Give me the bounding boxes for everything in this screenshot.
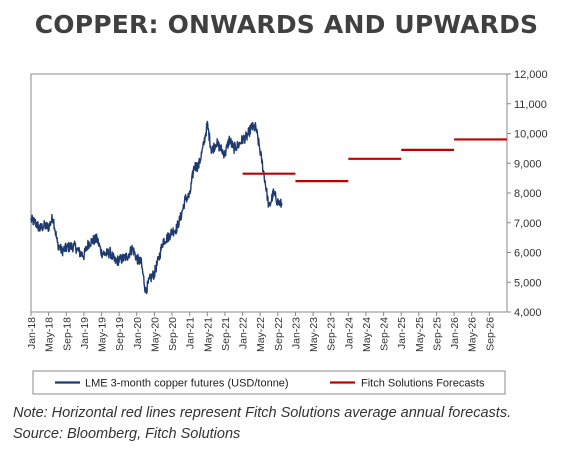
y-tick-label: 8,000 bbox=[514, 188, 542, 200]
legend-label-actual: LME 3-month copper futures (USD/tonne) bbox=[85, 378, 289, 390]
x-tick-label: May-26 bbox=[467, 317, 479, 352]
copper-price-line bbox=[30, 120, 283, 295]
x-tick-label: Jan-20 bbox=[132, 317, 144, 349]
chart-footnote: Note: Horizontal red lines represent Fit… bbox=[13, 403, 568, 445]
y-tick-label: 10,000 bbox=[514, 129, 548, 141]
x-tick-label: Sep-20 bbox=[167, 317, 179, 351]
series-group bbox=[30, 120, 507, 295]
x-tick-label: Jan-26 bbox=[449, 317, 461, 349]
x-tick-label: May-24 bbox=[361, 317, 373, 352]
y-tick-label: 12,000 bbox=[514, 69, 548, 81]
x-tick-label: May-18 bbox=[44, 317, 56, 352]
x-tick-label: Sep-19 bbox=[114, 317, 126, 351]
legend-box bbox=[32, 370, 506, 395]
y-tick-label: 9,000 bbox=[514, 158, 542, 170]
y-tick-label: 7,000 bbox=[514, 218, 542, 230]
y-axis: 4,000 5,000 6,000 7,000 8,000 9,000 10,000 11,0… bbox=[507, 69, 548, 319]
note-text: Note: Horizontal red lines represent Fit… bbox=[13, 405, 512, 421]
x-tick-label: May-20 bbox=[149, 317, 161, 352]
x-tick-label: May-22 bbox=[255, 317, 267, 352]
x-tick-label: Sep-24 bbox=[379, 317, 391, 351]
x-tick-label: Jan-22 bbox=[238, 317, 250, 349]
x-tick-label: Sep-25 bbox=[431, 317, 443, 351]
x-tick-label: Jan-18 bbox=[26, 317, 38, 349]
x-tick-label: May-23 bbox=[308, 317, 320, 352]
x-tick-label: Jan-19 bbox=[79, 317, 91, 349]
x-tick-label: Sep-22 bbox=[273, 317, 285, 351]
legend: LME 3-month copper futures (USD/tonne) Fi… bbox=[32, 370, 506, 395]
x-tick-label: Sep-26 bbox=[484, 317, 496, 351]
y-tick-label: 5,000 bbox=[514, 277, 542, 289]
legend-label-forecast: Fitch Solutions Forecasts bbox=[361, 378, 485, 390]
x-tick-label: May-19 bbox=[97, 317, 109, 352]
x-tick-label: Sep-18 bbox=[61, 317, 73, 351]
x-tick-label: Sep-23 bbox=[326, 317, 338, 351]
chart-title: COPPER: ONWARDS AND UPWARDS bbox=[34, 10, 539, 39]
source-text: Source: Bloomberg, Fitch Solutions bbox=[13, 426, 241, 442]
x-tick-label: Jan-23 bbox=[290, 317, 302, 349]
y-tick-label: 11,000 bbox=[514, 99, 547, 111]
y-tick-label: 4,000 bbox=[514, 307, 542, 319]
x-tick-label: Sep-21 bbox=[220, 317, 232, 351]
y-tick-label: 6,000 bbox=[514, 248, 542, 260]
x-tick-label: Jan-24 bbox=[343, 317, 355, 349]
x-tick-label: May-25 bbox=[414, 317, 426, 352]
plot-area bbox=[30, 73, 508, 313]
x-axis: Jan-18 May-18 Sep-18 Jan-19 May-19 Sep-19 Jan-… bbox=[26, 312, 496, 352]
chart: 4,000 5,000 6,000 7,000 8,000 9,000 10,000 11,0… bbox=[26, 69, 548, 395]
x-tick-label: Jan-21 bbox=[185, 317, 197, 349]
x-tick-label: May-21 bbox=[202, 317, 214, 352]
x-tick-label: Jan-25 bbox=[396, 317, 408, 349]
